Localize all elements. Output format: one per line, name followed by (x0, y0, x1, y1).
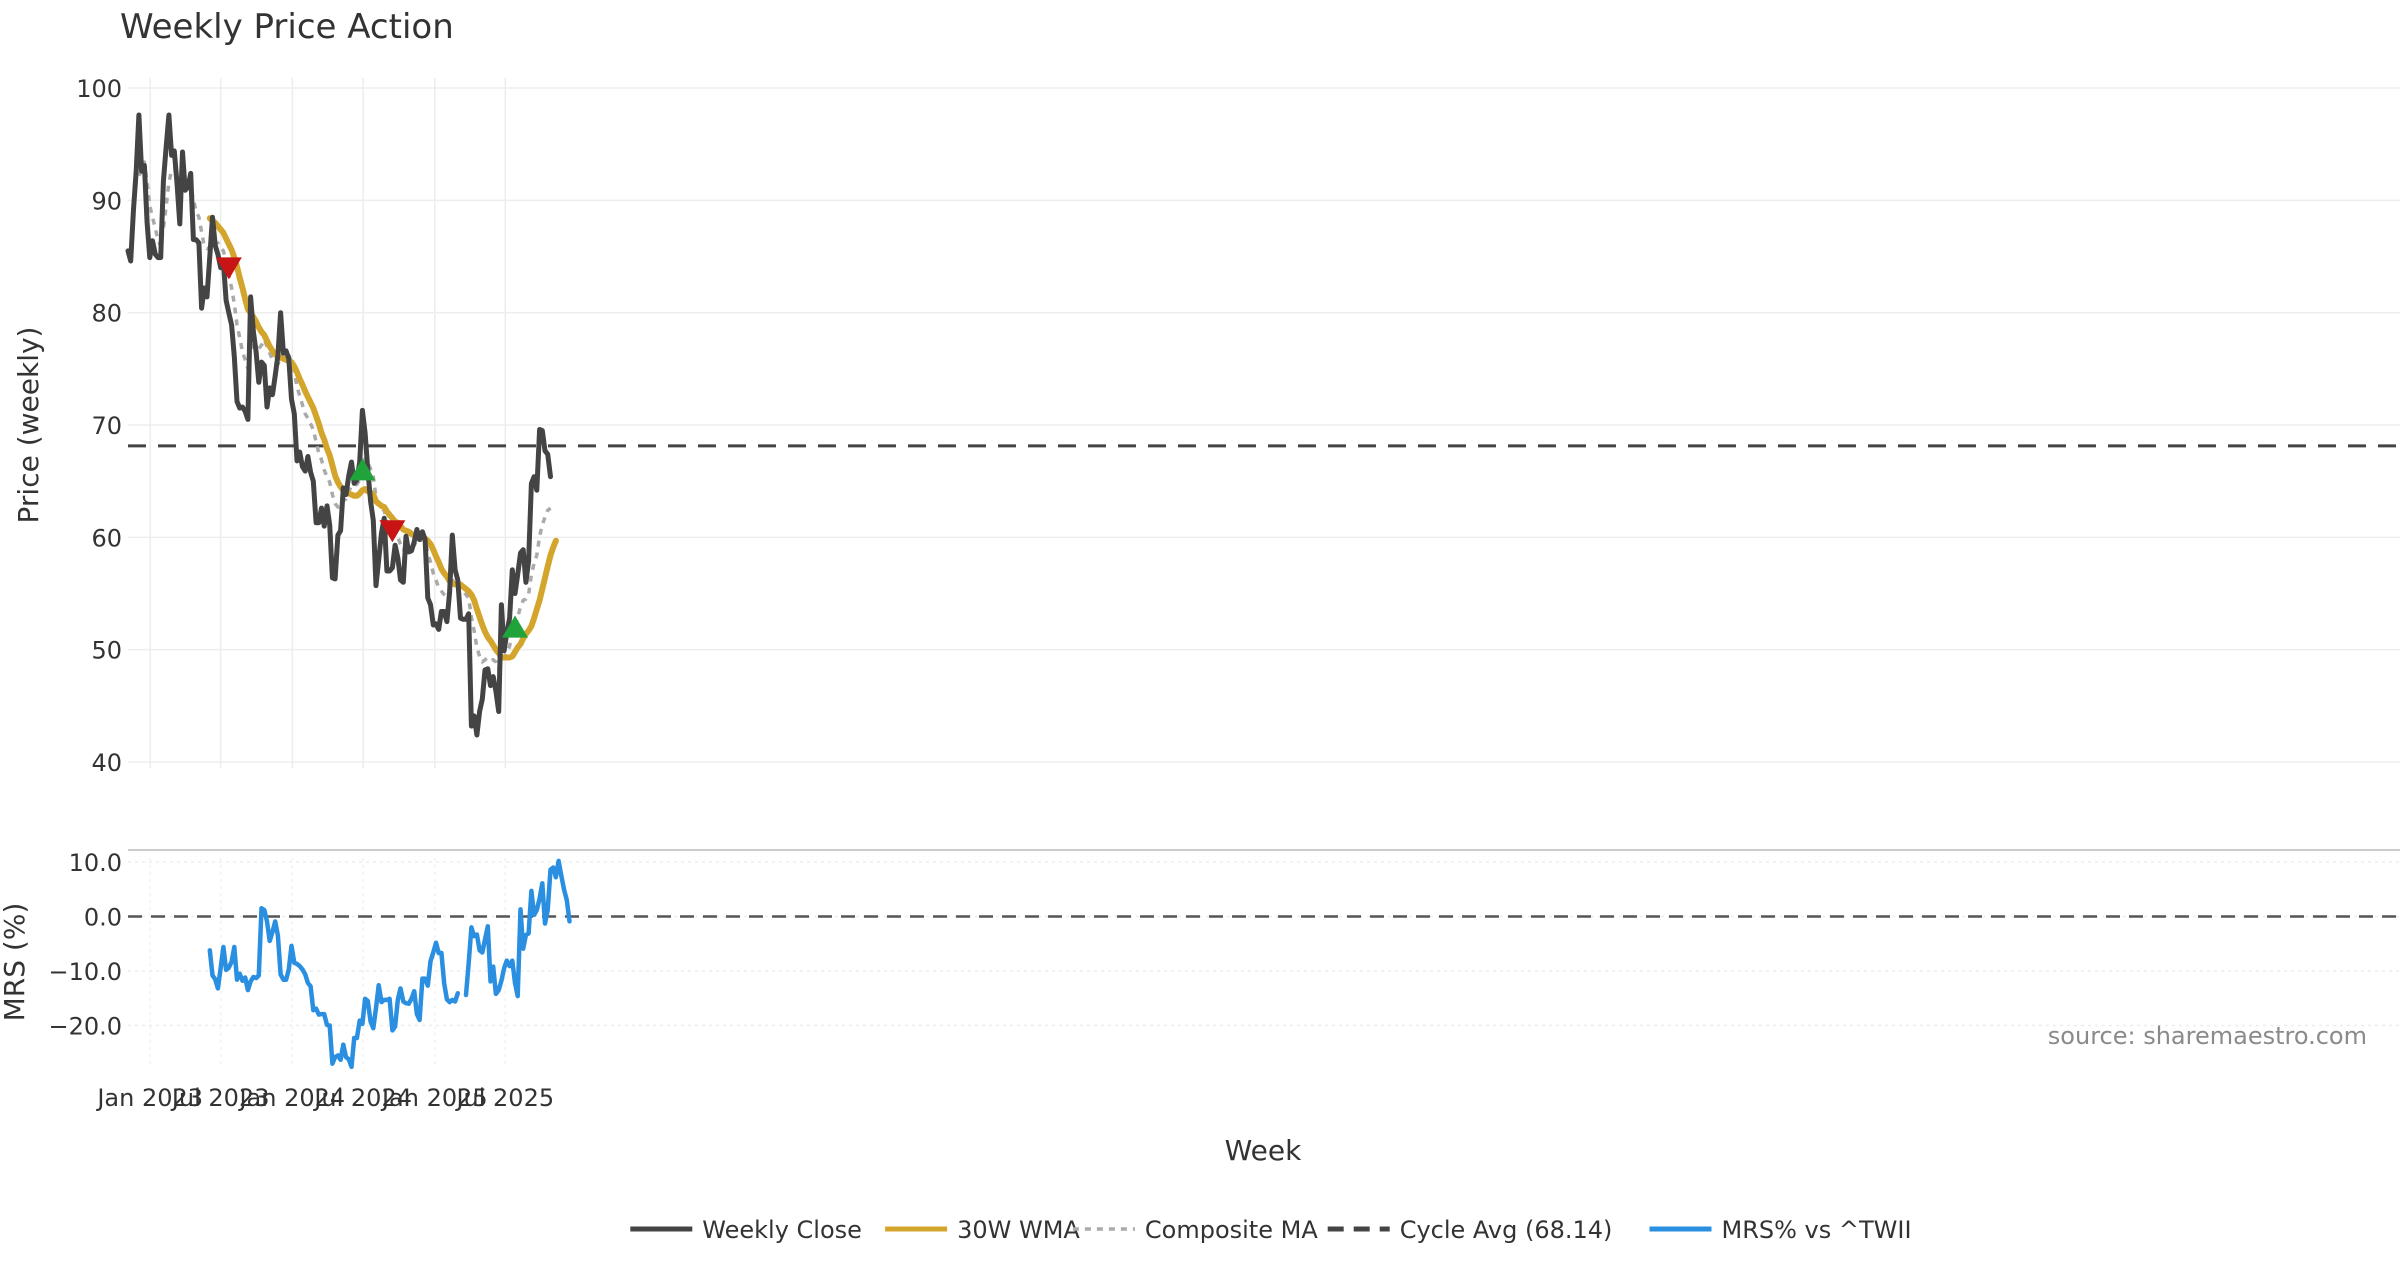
mrs-y-ticks: 10.0 0.0 −10.0 −20.0 (48, 849, 122, 1041)
price-y-tick-label: 90 (91, 187, 122, 215)
legend-label: Composite MA (1145, 1216, 1318, 1244)
price-y-tick-label: 80 (91, 300, 122, 328)
mrs-series-group (207, 858, 572, 1070)
wma-30w-line (206, 215, 559, 661)
x-axis-label: Week (1225, 1134, 1302, 1167)
price-y-tick-label: 60 (91, 524, 122, 552)
x-tick-label: Jan 2024 (237, 1084, 345, 1112)
x-tick-label: Jul 2024 (312, 1084, 412, 1112)
price-y-tick-label: 100 (76, 75, 122, 103)
mrs-line (207, 858, 572, 1070)
chart-title: Weekly Price Action (120, 7, 454, 47)
composite-ma-line (137, 160, 552, 671)
legend-label: MRS% vs ^TWII (1722, 1216, 1912, 1244)
mrs-y-tick-label: −20.0 (48, 1013, 122, 1041)
price-y-tick-label: 70 (91, 412, 122, 440)
x-tick-label: Jan 2025 (380, 1084, 488, 1112)
legend-label: Cycle Avg (68.14) (1400, 1216, 1613, 1244)
mrs-y-tick-label: 10.0 (69, 849, 122, 877)
signal-markers (215, 257, 529, 638)
buy-signal-marker (502, 615, 529, 638)
price-y-tick-label: 40 (91, 749, 122, 777)
x-tick-label: Jan 2023 (95, 1084, 203, 1112)
price-series-group (125, 112, 559, 738)
price-y-ticks: 40 50 60 70 80 90 100 (76, 75, 122, 777)
legend-label: Weekly Close (702, 1216, 862, 1244)
mrs-y-tick-label: −10.0 (48, 958, 122, 986)
x-tick-label: Jul 2025 (454, 1084, 554, 1112)
mrs-y-tick-label: 0.0 (84, 904, 122, 932)
weekly-close-line (125, 112, 553, 738)
price-y-tick-label: 50 (91, 637, 122, 665)
mrs-y-axis-label: MRS (%) (0, 903, 31, 1022)
x-tick-label: Jul 2023 (170, 1084, 270, 1112)
buy-signal-marker (349, 458, 376, 481)
sell-signal-marker (215, 257, 242, 280)
legend-label: 30W WMA (957, 1216, 1080, 1244)
legend: Weekly Close 30W WMA Composite MA Cycle Avg… (630, 1216, 1912, 1244)
sell-signal-marker (379, 520, 406, 543)
source-note: source: sharemaestro.com (2048, 1022, 2367, 1050)
price-y-axis-label: Price (weekly) (12, 327, 45, 524)
